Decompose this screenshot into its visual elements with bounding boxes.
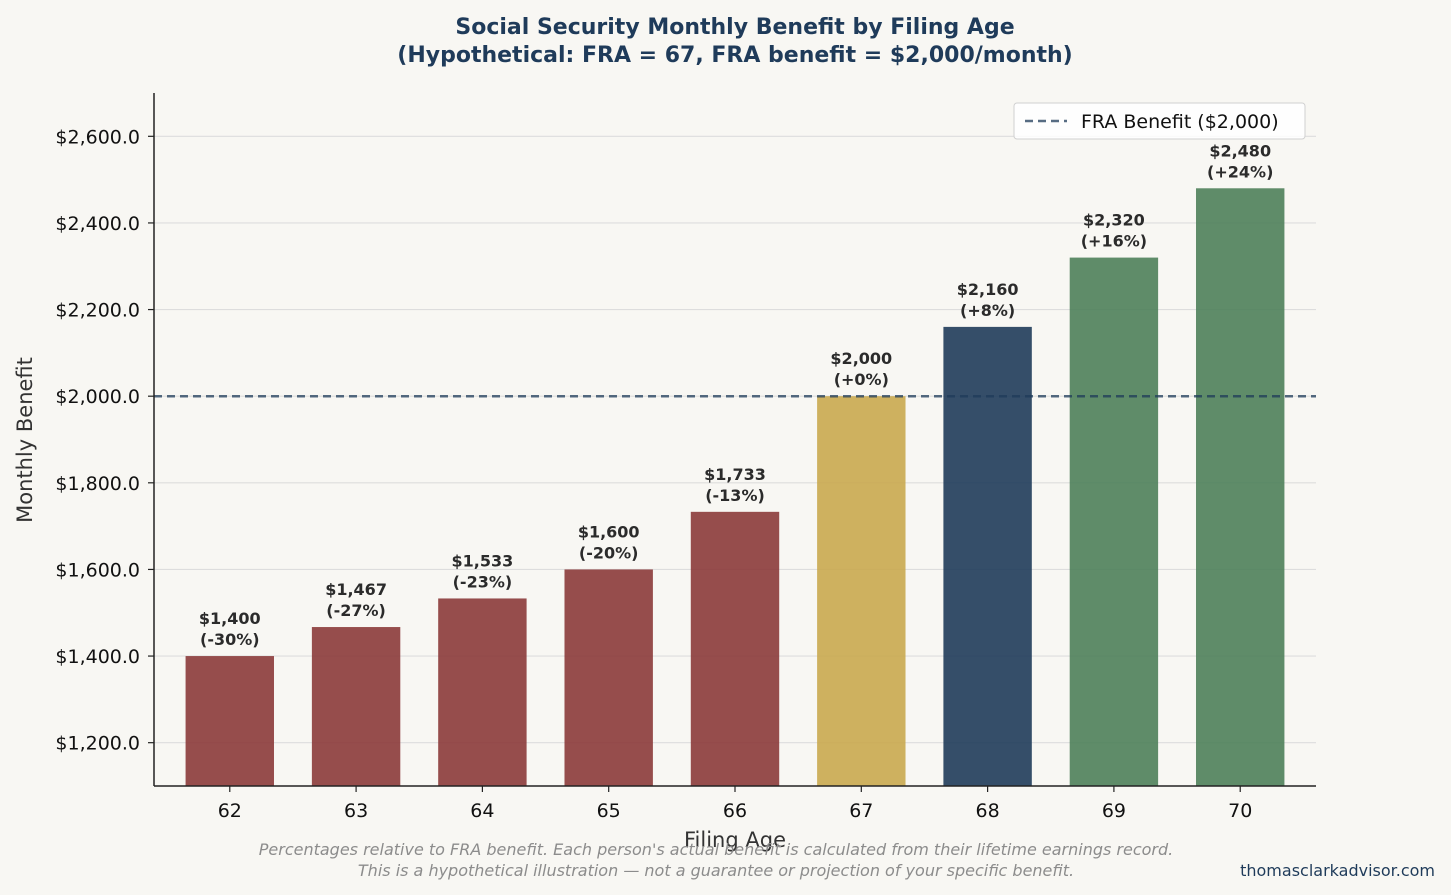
y-tick-label: $1,600.0 (55, 559, 140, 581)
value-label: $1,400 (199, 609, 261, 628)
x-tick-label: 70 (1228, 800, 1252, 822)
value-label: $2,000 (830, 349, 892, 368)
x-tick-label: 66 (723, 800, 747, 822)
y-axis-label: Monthly Benefit (13, 357, 37, 523)
percent-label: (-20%) (579, 543, 639, 562)
bar-63 (311, 627, 401, 786)
chart-title-line-2: (Hypothetical: FRA = 67, FRA benefit = $… (397, 43, 1072, 68)
value-label: $2,480 (1209, 141, 1271, 160)
bar-70 (1196, 188, 1285, 787)
x-tick-label: 63 (344, 800, 368, 822)
legend: FRA Benefit ($2,000) (1013, 102, 1306, 140)
x-tick-label: 65 (597, 800, 621, 822)
y-tick-label: $2,000.0 (55, 386, 140, 408)
percent-label: (+16%) (1081, 232, 1147, 251)
bar-64 (438, 598, 527, 786)
footnote-line-1: Percentages relative to FRA benefit. Eac… (259, 840, 1174, 859)
bar-62 (185, 656, 274, 786)
percent-label: (-13%) (705, 486, 765, 505)
y-tick-label: $1,200.0 (55, 733, 140, 755)
legend-box (1013, 102, 1306, 140)
y-tick-label: $2,600.0 (55, 126, 140, 148)
value-label: $1,533 (452, 551, 514, 570)
y-tick-label: $2,400.0 (55, 213, 140, 235)
credit-text: thomasclarkadvisor.com (1240, 861, 1435, 880)
y-tick-label: $1,400.0 (55, 646, 140, 668)
x-tick-label: 62 (218, 800, 242, 822)
percent-label: (+24%) (1207, 162, 1273, 181)
y-tick-label: $1,800.0 (55, 473, 140, 495)
value-label: $1,600 (578, 522, 640, 541)
value-label: $2,320 (1083, 211, 1145, 230)
bar-67 (817, 396, 906, 786)
x-tick-label: 69 (1102, 800, 1126, 822)
x-axis-label: Filing Age (684, 828, 786, 852)
value-label: $2,160 (957, 280, 1019, 299)
bar-66 (690, 511, 780, 786)
percent-label: (-23%) (453, 572, 513, 591)
x-tick-label: 68 (976, 800, 1000, 822)
footnote-line-2: This is a hypothetical illustration — no… (358, 861, 1074, 880)
percent-label: (+0%) (834, 370, 889, 389)
x-tick-label: 67 (849, 800, 873, 822)
legend-label: FRA Benefit ($2,000) (1081, 111, 1279, 133)
x-tick-label: 64 (470, 800, 494, 822)
percent-label: (-27%) (326, 601, 386, 620)
value-label: $1,467 (325, 580, 387, 599)
chart-title-line-1: Social Security Monthly Benefit by Filin… (455, 15, 1014, 40)
bars (185, 188, 1285, 787)
y-tick-label: $2,200.0 (55, 300, 140, 322)
value-label: $1,733 (704, 465, 766, 484)
bar-69 (1069, 257, 1159, 786)
percent-label: (+8%) (960, 301, 1015, 320)
bar-65 (564, 569, 653, 786)
bar-68 (943, 326, 1032, 786)
axes: $1,200.0 $1,400.0 $1,600.0 $1,800.0 $2,000.0… (55, 93, 1316, 822)
percent-label: (-30%) (200, 630, 260, 649)
data-labels: $1,400 (-30%) $1,467 (-27%) $1,533 (-23%) $1,6… (199, 141, 1273, 649)
